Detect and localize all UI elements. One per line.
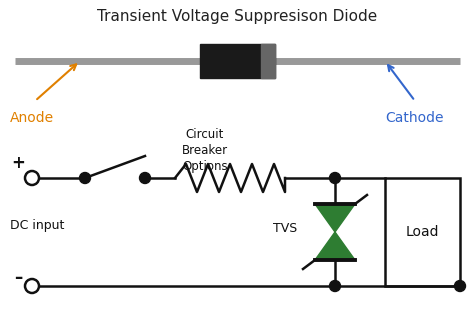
Polygon shape [315, 204, 355, 232]
Text: Cathode: Cathode [385, 111, 444, 125]
Bar [261, 44, 275, 78]
Circle shape [80, 172, 91, 183]
Text: TVS: TVS [273, 222, 297, 236]
Circle shape [329, 172, 340, 183]
Circle shape [139, 172, 151, 183]
Text: DC input: DC input [10, 219, 64, 233]
Circle shape [329, 281, 340, 292]
Bar [200, 44, 275, 78]
Bar [385, 178, 460, 286]
Text: Circuit
Breaker
Options: Circuit Breaker Options [182, 128, 228, 173]
Text: Transient Voltage Suppresison Diode: Transient Voltage Suppresison Diode [97, 8, 377, 24]
Text: Anode: Anode [10, 111, 54, 125]
Circle shape [455, 281, 465, 292]
Text: –: – [14, 269, 22, 287]
Circle shape [25, 171, 39, 185]
Text: +: + [11, 154, 25, 172]
Polygon shape [315, 232, 355, 260]
Text: Load: Load [406, 225, 439, 239]
Circle shape [25, 279, 39, 293]
